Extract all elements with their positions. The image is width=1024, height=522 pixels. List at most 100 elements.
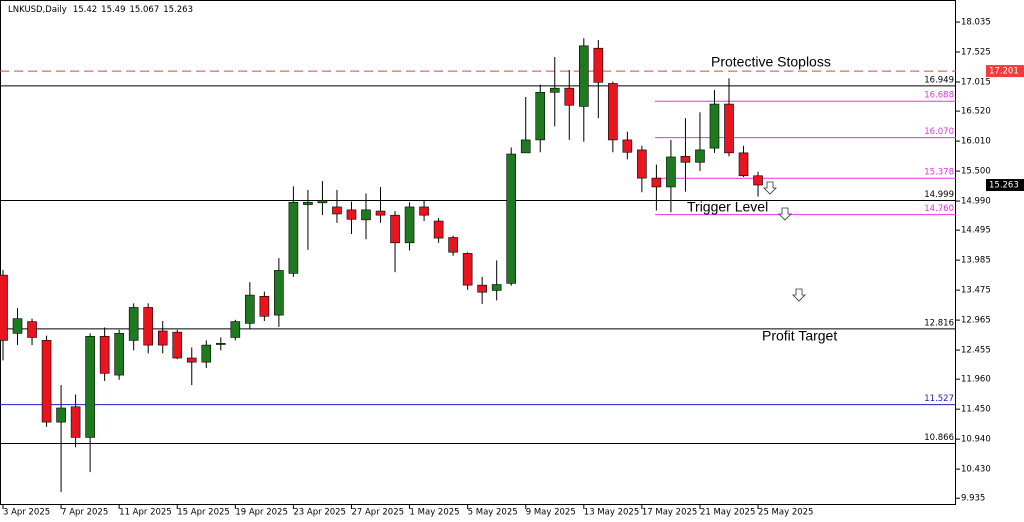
candle-body xyxy=(274,270,284,316)
candle-body xyxy=(753,175,763,186)
candle-body xyxy=(157,330,168,346)
y-tick-label: 15.500 xyxy=(961,167,991,177)
level-label-bg xyxy=(918,317,954,328)
candle-body xyxy=(593,47,604,83)
level-label: 16.070 xyxy=(924,127,954,137)
candle-body xyxy=(666,156,676,188)
candle-body xyxy=(201,344,212,363)
price-label: 15.263 xyxy=(989,181,1019,191)
x-tick-label: 13 May 2025 xyxy=(584,508,639,518)
candle-body xyxy=(346,209,357,220)
x-tick-label: 27 Apr 2025 xyxy=(351,508,404,518)
x-tick-label: 21 May 2025 xyxy=(700,508,755,518)
candle-body xyxy=(535,91,546,141)
x-tick-label: 11 Apr 2025 xyxy=(119,508,172,518)
candle-body xyxy=(448,237,458,253)
x-tick-label: 15 Apr 2025 xyxy=(177,508,230,518)
x-tick-label: 7 Apr 2025 xyxy=(61,508,108,518)
plot-frame xyxy=(0,0,956,505)
x-tick-label: 25 May 2025 xyxy=(758,508,813,518)
y-tick-label: 13.985 xyxy=(961,256,991,266)
candle-body xyxy=(259,295,270,317)
candle-body xyxy=(578,45,589,107)
x-tick-label: 19 Apr 2025 xyxy=(235,508,288,518)
candle-body xyxy=(361,209,371,221)
level-label: 17.201 xyxy=(989,67,1019,77)
candle-body xyxy=(216,343,226,345)
arrow xyxy=(778,207,792,221)
candle-body xyxy=(172,331,183,359)
candle-body xyxy=(520,139,531,154)
candle-body xyxy=(462,253,473,286)
candle-body xyxy=(288,201,299,274)
arrow-icons xyxy=(763,181,806,302)
x-tick-label: 5 May 2025 xyxy=(468,508,518,518)
candle-body xyxy=(375,210,386,216)
level-label: 15.378 xyxy=(924,168,954,178)
level-label-bg xyxy=(918,393,954,404)
candle-body xyxy=(70,406,81,438)
x-tick-label: 17 May 2025 xyxy=(642,508,697,518)
candle-body xyxy=(332,206,342,215)
candle-body xyxy=(549,87,560,93)
annotation: Trigger Level xyxy=(687,199,768,215)
price-box xyxy=(986,179,1024,192)
y-tick-label: 10.430 xyxy=(961,465,991,475)
candle-body xyxy=(390,214,400,244)
arrow xyxy=(763,181,777,195)
y-tick-label: 11.450 xyxy=(961,405,991,415)
candle-body xyxy=(0,274,8,341)
candle-body xyxy=(12,318,23,334)
header-low: 15.067 xyxy=(130,5,160,15)
candle-body xyxy=(680,156,691,163)
candle-body xyxy=(724,103,734,154)
y-tick-label: 16.520 xyxy=(961,107,991,117)
header-high: 15.49 xyxy=(101,5,125,15)
level-label: 16.688 xyxy=(924,91,954,101)
candle-body xyxy=(695,149,705,163)
level-label: 11.527 xyxy=(924,394,954,404)
y-tick-label: 17.525 xyxy=(961,48,991,58)
candle-body xyxy=(419,206,429,216)
level-label-bg xyxy=(918,74,954,85)
arrow xyxy=(792,288,806,302)
y-tick-label: 9.935 xyxy=(961,494,985,504)
candle-body xyxy=(114,333,124,376)
header-close: 15.263 xyxy=(163,5,193,15)
level-label: 14.999 xyxy=(924,190,954,200)
candle-body xyxy=(186,357,197,363)
candle-body xyxy=(41,340,52,423)
y-tick-label: 16.010 xyxy=(961,137,991,147)
candle-body xyxy=(637,149,647,179)
candle-body xyxy=(230,321,241,338)
y-tick-label: 13.475 xyxy=(961,286,991,296)
x-tick-label: 1 May 2025 xyxy=(410,508,460,518)
candle-body xyxy=(85,335,95,438)
level-label-bg xyxy=(918,203,954,214)
candle-body xyxy=(651,177,662,188)
candle-body xyxy=(433,220,444,239)
y-tick-label: 10.940 xyxy=(961,435,991,445)
header-open: 15.42 xyxy=(73,5,97,15)
level-label-bg xyxy=(918,167,954,178)
x-tick-label: 9 May 2025 xyxy=(526,508,576,518)
candle-body xyxy=(143,307,153,346)
y-tick-label: 14.495 xyxy=(961,226,991,236)
candle-body xyxy=(56,407,66,423)
candle-body xyxy=(317,200,328,204)
candle-body xyxy=(491,284,502,291)
candle-body xyxy=(303,201,313,205)
y-tick-label: 17.015 xyxy=(961,78,991,88)
candle-body xyxy=(99,335,110,374)
candle-body xyxy=(245,294,255,324)
x-tick-label: 23 Apr 2025 xyxy=(293,508,346,518)
annotation: Protective Stoploss xyxy=(711,54,831,70)
candle-body xyxy=(27,321,37,338)
candle-body xyxy=(709,103,720,149)
y-tick-label: 12.965 xyxy=(961,316,991,326)
level-label: 14.760 xyxy=(924,204,954,214)
y-tick-label: 11.960 xyxy=(961,375,991,385)
y-tick-label: 18.035 xyxy=(961,18,991,28)
